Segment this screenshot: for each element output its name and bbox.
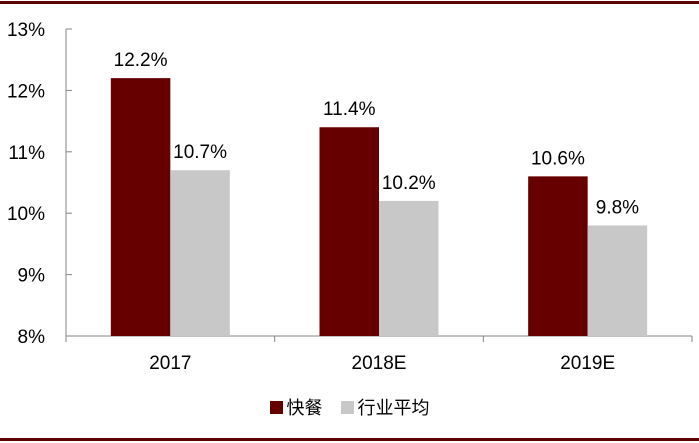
- data-label: 10.2%: [382, 173, 436, 194]
- y-tick-label: 9%: [18, 266, 46, 287]
- bar-industry-average: [587, 225, 648, 336]
- legend: 快餐 行业平均: [0, 392, 699, 422]
- bar-fast-food: [110, 78, 171, 337]
- legend-swatch-fast-food: [269, 400, 283, 414]
- data-label: 12.2%: [114, 50, 168, 71]
- bar-industry-average: [379, 200, 439, 336]
- y-tick-label: 12%: [7, 81, 45, 102]
- y-tick-label: 11%: [8, 143, 45, 164]
- data-label: 10.7%: [173, 142, 227, 163]
- data-label: 11.4%: [323, 99, 376, 120]
- legend-item-industry-average: 行业平均: [340, 394, 430, 420]
- x-tick-label: 2018E: [352, 353, 407, 374]
- x-tick-label: 2019E: [560, 353, 615, 374]
- data-label: 9.8%: [596, 197, 639, 218]
- y-tick-label: 8%: [18, 327, 46, 348]
- data-label: 10.6%: [531, 148, 585, 169]
- legend-label-fast-food: 快餐: [286, 398, 323, 419]
- bar-fast-food: [528, 176, 588, 336]
- top-rule: [0, 1, 699, 4]
- x-tick-label: 2017: [149, 353, 191, 374]
- bottom-rule: [0, 438, 699, 441]
- bar-industry-average: [170, 170, 230, 336]
- legend-swatch-industry-average: [340, 400, 354, 414]
- legend-item-fast-food: 快餐: [269, 394, 323, 420]
- y-tick-label: 13%: [7, 20, 45, 41]
- bar-fast-food: [319, 127, 379, 337]
- legend-label-industry-average: 行业平均: [357, 398, 430, 419]
- y-tick-label: 10%: [7, 204, 45, 225]
